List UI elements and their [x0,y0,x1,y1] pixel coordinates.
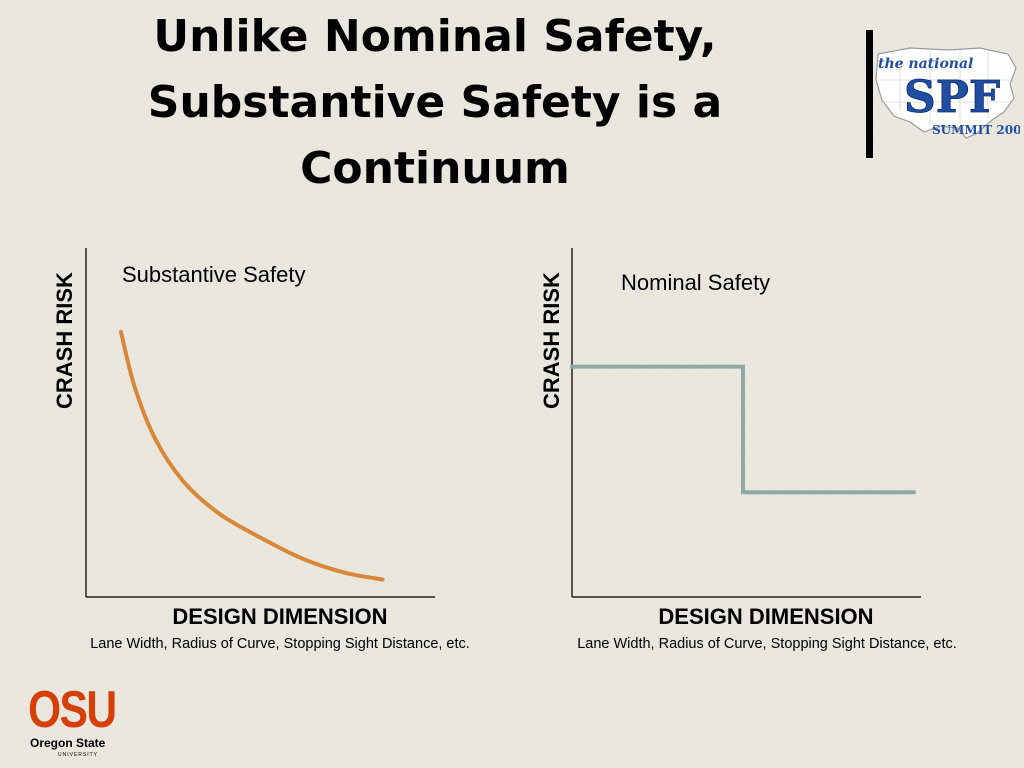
right-x-axis-sublabel: Lane Width, Radius of Curve, Stopping Si… [577,636,957,652]
left-x-axis-label: DESIGN DIMENSION [172,604,388,629]
us-map-outline-icon [875,47,1017,139]
left-x-axis-sublabel: Lane Width, Radius of Curve, Stopping Si… [90,636,470,652]
slide-title: Unlike Nominal Safety, Substantive Safet… [80,4,790,202]
right-series-line-0 [570,364,917,495]
osu-logo: OSU Oregon State UNIVERSITY [28,684,128,764]
left-y-axis-label: CRASH RISK [52,272,77,409]
logo-line-1: the national [878,56,973,72]
osu-logo-university: UNIVERSITY [58,752,99,758]
title-line-2: Substantive Safety is a [147,77,723,128]
title-line-1: Unlike Nominal Safety, [153,11,717,62]
title-line-3: Continuum [300,143,570,194]
left-chart-title: Substantive Safety [122,262,306,287]
left-series-line-0 [118,329,385,582]
right-chart-title: Nominal Safety [621,270,771,295]
right-y-axis-label: CRASH RISK [539,272,564,409]
osu-logo-letters: OSU [28,681,117,739]
spf-summit-logo: the national SPF SUMMIT 2009 [875,47,1020,139]
logo-line-2: SPF [904,72,1000,123]
logo-divider [866,30,873,158]
right-x-axis-label: DESIGN DIMENSION [658,604,874,629]
logo-line-3: SUMMIT 2009 [932,123,1020,137]
osu-logo-name: Oregon State [30,736,106,750]
